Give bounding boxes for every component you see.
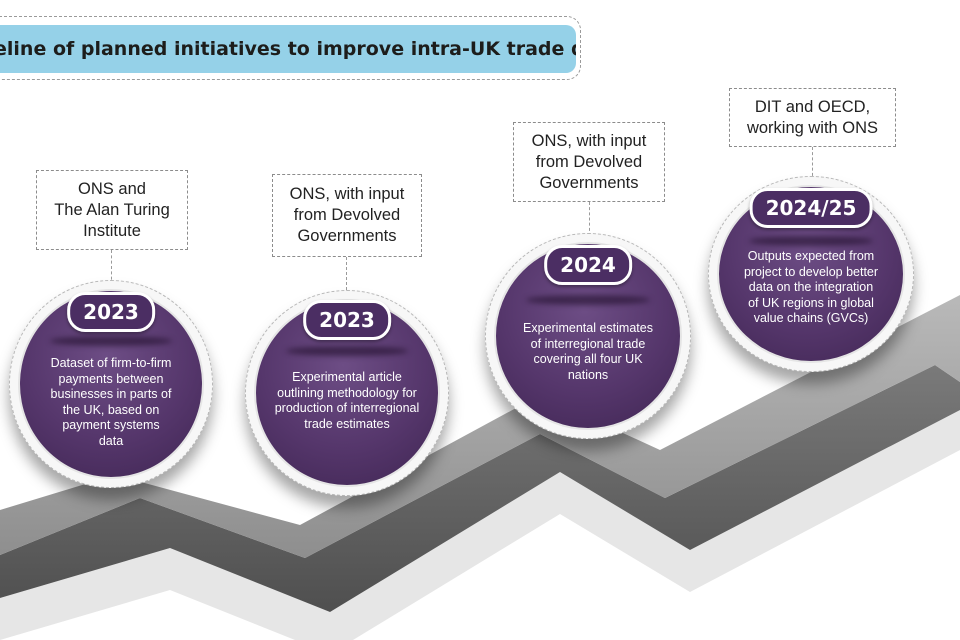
organisation-text-4: DIT and OECD, working with ONS	[746, 97, 879, 137]
milestone-description: Experimental estimates of interregional t…	[523, 321, 653, 382]
year-badge: 2023	[303, 300, 391, 340]
ribbon-front-face	[0, 365, 960, 612]
milestone-1: 2023 Dataset of firm-to-firm payments bet…	[9, 280, 213, 488]
milestone-description: Experimental article outlining methodolog…	[274, 370, 420, 431]
organisation-text-1: ONS and The Alan Turing Institute	[54, 179, 170, 240]
diagram-title: eline of planned initiatives to improve …	[0, 25, 576, 73]
organisation-label-1: ONS and The Alan Turing Institute	[36, 170, 188, 250]
year-badge: 2024/25	[749, 188, 873, 228]
organisation-label-3: ONS, with input from Devolved Governments	[513, 122, 665, 202]
milestone-description: Dataset of firm-to-firm payments between b…	[50, 356, 172, 448]
milestone-3: 2024 Experimental estimates of interregio…	[485, 233, 691, 439]
title-frame	[0, 16, 581, 80]
connector-3	[589, 202, 590, 236]
disc-shadow	[285, 346, 409, 356]
organisation-label-4: DIT and OECD, working with ONS	[729, 88, 896, 147]
connector-1	[111, 250, 112, 285]
milestone-description: Outputs expected from project to develop …	[743, 249, 879, 325]
ribbon-shadow	[0, 408, 960, 640]
organisation-label-2: ONS, with input from Devolved Governments	[272, 174, 422, 257]
organisation-text-3: ONS, with input from Devolved Governments	[531, 131, 647, 192]
year-badge: 2023	[67, 292, 155, 332]
connector-4	[812, 147, 813, 181]
disc-shadow	[526, 295, 650, 305]
milestone-4: 2024/25 Outputs expected from project to …	[708, 176, 914, 372]
milestone-2: 2023 Experimental article outlining metho…	[245, 290, 449, 496]
disc-shadow	[749, 236, 873, 246]
connector-2	[346, 257, 347, 295]
title-text: eline of planned initiatives to improve …	[0, 38, 576, 60]
organisation-text-2: ONS, with input from Devolved Governments	[289, 185, 405, 245]
disc-shadow	[49, 336, 173, 346]
ribbon-top-face	[0, 295, 960, 558]
year-badge: 2024	[544, 245, 632, 285]
